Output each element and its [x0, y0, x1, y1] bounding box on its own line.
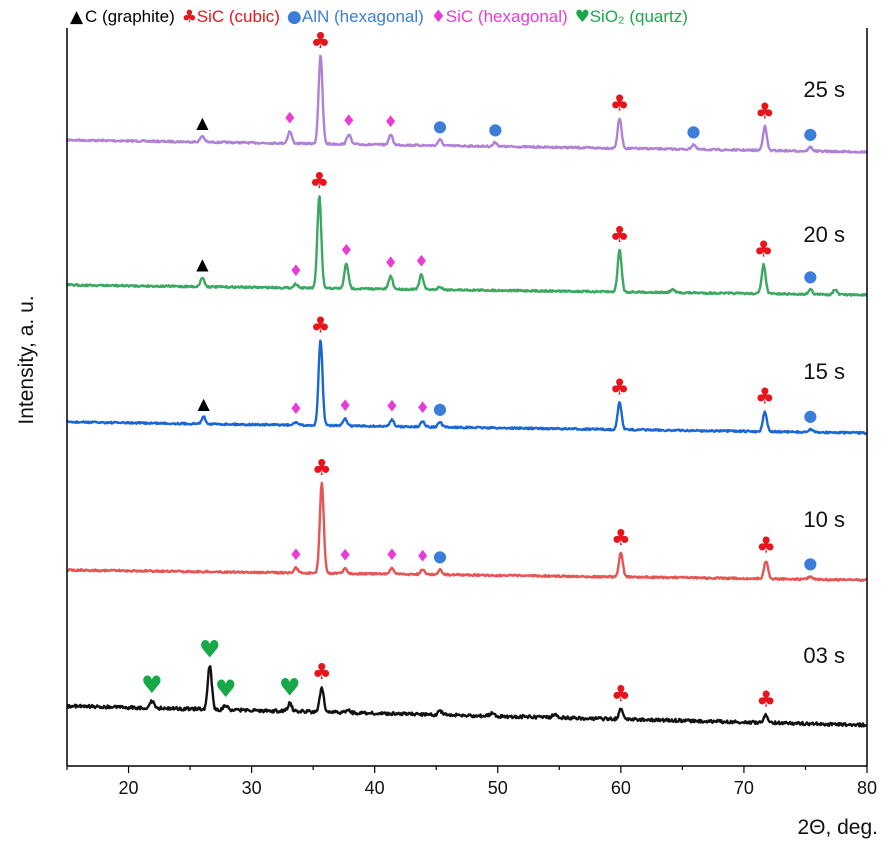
- legend-symbol: ♣: [182, 7, 197, 27]
- x-tick-label: 80: [857, 778, 877, 798]
- peak-marker: ♦: [416, 398, 430, 417]
- legend: ▲ C (graphite) ♣ SiC (cubic) ● AlN (hexagonal…: [70, 7, 688, 27]
- series-layer: [65, 54, 868, 728]
- peak-marker: ♦: [414, 251, 428, 270]
- peak-marker: ●: [433, 547, 447, 566]
- peak-marker: ♦: [289, 261, 303, 280]
- legend-label: SiC (hexagonal): [446, 7, 568, 26]
- peak-marker: ♣: [311, 313, 331, 338]
- series-label-layer: 25 s 20 s 15 s 10 s 03 s: [803, 77, 845, 668]
- peak-marker: ♣: [610, 223, 630, 248]
- peak-marker: ●: [803, 124, 817, 143]
- peak-marker: ●: [433, 117, 447, 136]
- series-line: [66, 481, 868, 582]
- legend-symbol: ●: [287, 7, 302, 27]
- x-tick-label: 70: [734, 778, 754, 798]
- x-tick-label: 30: [242, 778, 262, 798]
- peak-marker: ♦: [338, 396, 352, 415]
- series-label: 15 s: [803, 359, 845, 384]
- peak-marker: ♣: [312, 660, 332, 685]
- legend-label: AlN (hexagonal): [302, 7, 424, 26]
- peak-marker: ♦: [342, 111, 356, 130]
- peak-marker: ♦: [416, 546, 430, 565]
- series-label: 03 s: [803, 643, 845, 668]
- peak-marker-layer: ♣▲ ♦ ♦ ♦ ● ●♣●♣●♣▲ ♦♦♦ ♦♣♣●♣▲ ♦ ♦ ♦ ♦ ●♣ ♣●♣♦ ♦ ♦ ♦ ●♣ ♣●♥…: [141, 29, 817, 713]
- peak-marker: ♦: [385, 396, 399, 415]
- peak-marker: ♣: [611, 682, 631, 707]
- legend-label: SiC (cubic): [197, 7, 280, 26]
- peak-marker: ♣: [610, 376, 630, 401]
- peak-marker: ●: [433, 399, 447, 418]
- peak-marker: ♣: [756, 688, 776, 713]
- peak-marker: ♦: [289, 399, 303, 418]
- series-line: [65, 54, 868, 154]
- peak-marker: ●: [803, 553, 817, 572]
- peak-marker: ▲: [197, 394, 210, 413]
- x-axis: 20 30 40 50 60 70 80: [66, 28, 877, 798]
- peak-marker: ●: [803, 406, 817, 425]
- peak-marker: ●: [686, 121, 700, 140]
- peak-marker: ♥: [199, 635, 221, 663]
- peak-marker: ♣: [611, 526, 631, 551]
- peak-marker: ♣: [756, 534, 776, 559]
- peak-marker: ▲: [196, 113, 209, 132]
- legend-symbol: ♥: [575, 7, 590, 27]
- peak-marker: ♥: [141, 671, 163, 699]
- peak-marker: ♥: [279, 673, 301, 701]
- peak-marker: ♣: [309, 169, 329, 194]
- y-axis-title: Intensity, a. u.: [15, 295, 38, 424]
- peak-marker: ♦: [339, 240, 353, 259]
- peak-marker: ♦: [338, 545, 352, 564]
- peak-marker: ♦: [289, 545, 303, 564]
- peak-marker: ●: [803, 266, 817, 285]
- series-label: 20 s: [803, 222, 845, 247]
- peak-marker: ▲: [196, 255, 209, 274]
- series-line: [66, 665, 868, 728]
- legend-symbol: ▲: [70, 7, 84, 27]
- peak-marker: ♣: [754, 238, 774, 263]
- peak-marker: ●: [488, 119, 502, 138]
- x-tick-label: 60: [611, 778, 631, 798]
- peak-marker: ♦: [384, 112, 398, 131]
- peak-marker: ♣: [755, 99, 775, 124]
- series-label: 25 s: [803, 77, 845, 102]
- peak-marker: ♦: [283, 108, 297, 127]
- series-line: [66, 195, 868, 297]
- legend-label: SiO₂ (quartz): [590, 7, 688, 26]
- series-label: 10 s: [803, 507, 845, 532]
- peak-marker: ♦: [384, 253, 398, 272]
- x-tick-label: 50: [488, 778, 508, 798]
- peak-marker: ♣: [312, 456, 332, 481]
- legend-label: C (graphite): [85, 7, 175, 26]
- legend-symbol: ♦: [431, 7, 446, 27]
- peak-marker: ♣: [755, 385, 775, 410]
- peak-marker: ♣: [610, 91, 630, 116]
- peak-marker: ♣: [311, 29, 331, 54]
- peak-marker: ♥: [215, 675, 237, 703]
- x-tick-label: 40: [365, 778, 385, 798]
- x-axis-title: 2Θ, deg.: [797, 816, 878, 839]
- peak-marker: ♦: [385, 545, 399, 564]
- series-line: [66, 339, 868, 435]
- x-tick-label: 20: [119, 778, 139, 798]
